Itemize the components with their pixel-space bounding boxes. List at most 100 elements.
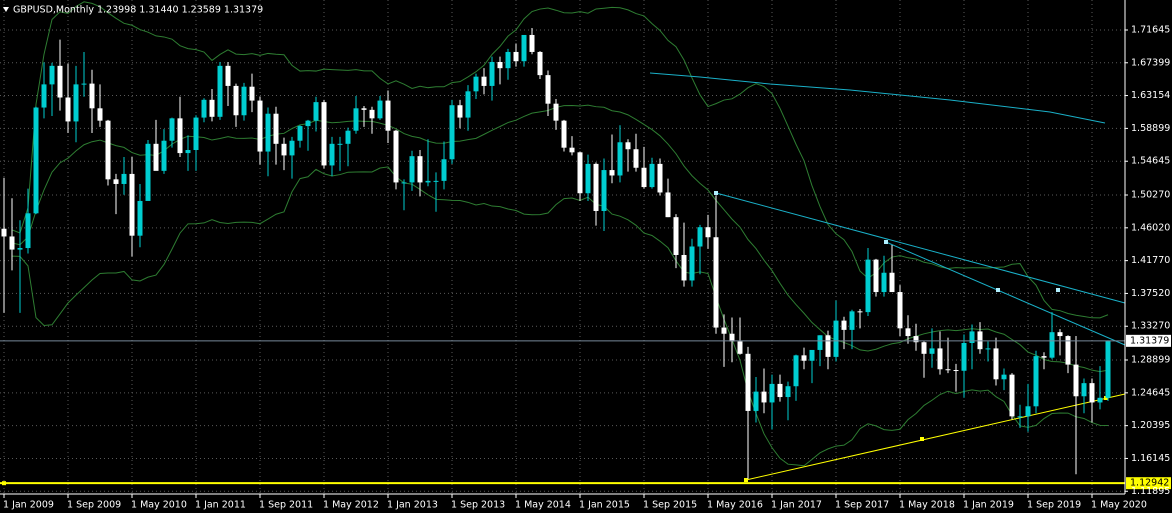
candle-body [609, 170, 615, 176]
x-tick-label: 1 May 2016 [707, 500, 763, 511]
candle-body [97, 108, 103, 121]
price-box [1126, 477, 1171, 490]
x-tick-label: 1 May 2020 [1091, 500, 1147, 511]
candle-body [105, 120, 111, 180]
candle-body [1017, 416, 1023, 418]
candle-body [25, 213, 31, 249]
candle-body [121, 173, 127, 184]
candle-body [1025, 406, 1031, 417]
candle-body [697, 227, 703, 247]
candle-body [1, 228, 7, 237]
candle-body [217, 65, 223, 117]
candle-body [433, 180, 439, 182]
candle-body [889, 272, 895, 293]
candle-body [305, 120, 311, 127]
candle-body [705, 227, 711, 238]
candle-body [1089, 383, 1095, 403]
candle-body [241, 86, 247, 116]
candle-body [297, 126, 303, 141]
y-tick-label: 1.50270 [1131, 190, 1170, 201]
candle-body [313, 102, 319, 121]
candle-body [113, 179, 119, 184]
candle-body [729, 333, 735, 342]
candle-body [153, 143, 159, 171]
candle-body [625, 142, 631, 150]
candle-body [233, 85, 239, 116]
candle-body [681, 254, 687, 281]
candle-body [1009, 374, 1015, 417]
candle-body [521, 34, 527, 62]
x-tick-label: 1 May 2012 [323, 500, 379, 511]
price-box [1126, 334, 1171, 347]
candle-body [737, 341, 743, 354]
y-tick-label: 1.71645 [1131, 24, 1170, 35]
candle-body [409, 156, 415, 183]
candle-body [961, 342, 967, 371]
candle-body [417, 156, 423, 183]
candle-body [929, 348, 935, 354]
candle-body [17, 248, 23, 250]
y-tick-label: 1.24645 [1131, 387, 1170, 398]
candle-body [193, 117, 199, 150]
y-tick-label: 1.41770 [1131, 255, 1170, 266]
candle-body [897, 292, 903, 329]
candle-body [993, 348, 999, 380]
candle-body [561, 120, 567, 148]
candle-body [913, 336, 919, 343]
trend-anchor [920, 437, 924, 441]
trend-anchor [1056, 288, 1060, 292]
candle-body [65, 97, 71, 122]
price-lines: 1.31379 1.12942 [0, 334, 1171, 490]
candle-body [849, 311, 855, 330]
candle-body [9, 236, 15, 250]
trend-anchor [996, 288, 1000, 292]
candle-body [529, 34, 535, 52]
candle-body [401, 182, 407, 184]
candle-body [225, 65, 231, 86]
candle-body [1049, 332, 1055, 358]
menu-arrow[interactable] [3, 7, 9, 12]
candle-body [457, 105, 463, 118]
bollinger-lower [11, 166, 1109, 467]
candle-body [617, 142, 623, 176]
chart-title: GBPUSD,Monthly 1.23998 1.31440 1.23589 1… [13, 5, 263, 16]
candle-body [553, 103, 559, 121]
candle-body [569, 147, 575, 153]
candle-body [649, 163, 655, 188]
candle-body [1097, 397, 1103, 403]
x-tick-label: 1 Jan 2013 [387, 500, 438, 511]
candle-body [545, 75, 551, 104]
candle-body [921, 342, 927, 354]
candle-body [513, 51, 519, 62]
x-tick-label: 1 Sep 2017 [835, 500, 889, 511]
candle-body [129, 173, 135, 236]
x-tick-label: 1 Sep 2011 [259, 500, 313, 511]
candle-body [857, 311, 863, 313]
candle-body [593, 163, 599, 211]
trend-line [885, 241, 1126, 346]
x-tick-label: 1 Jan 2017 [771, 500, 822, 511]
candle-body [345, 130, 351, 144]
y-tick-label: 1.37520 [1131, 288, 1170, 299]
candle-body [817, 335, 823, 350]
y-tick-label: 1.54645 [1131, 156, 1170, 167]
candle-body [761, 391, 767, 403]
candle-body [953, 370, 959, 372]
trend-anchor [714, 191, 718, 195]
candle-body [201, 99, 207, 118]
candle-body [1105, 340, 1111, 398]
candle-body [465, 91, 471, 118]
axes: 1.71645 1.67399 1.63154 1.58899 1.54645 1.502… [3, 24, 1170, 510]
candle-body [745, 353, 751, 411]
candle-body [289, 140, 295, 156]
candle-body [249, 86, 255, 101]
y-tick-label: 1.46020 [1131, 222, 1170, 233]
candle-body [801, 355, 807, 361]
candle-body [713, 237, 719, 328]
y-tick-label: 1.11895 [1131, 486, 1170, 497]
candle-body [89, 83, 95, 109]
candle-body [441, 159, 447, 181]
candle-body [145, 143, 151, 201]
